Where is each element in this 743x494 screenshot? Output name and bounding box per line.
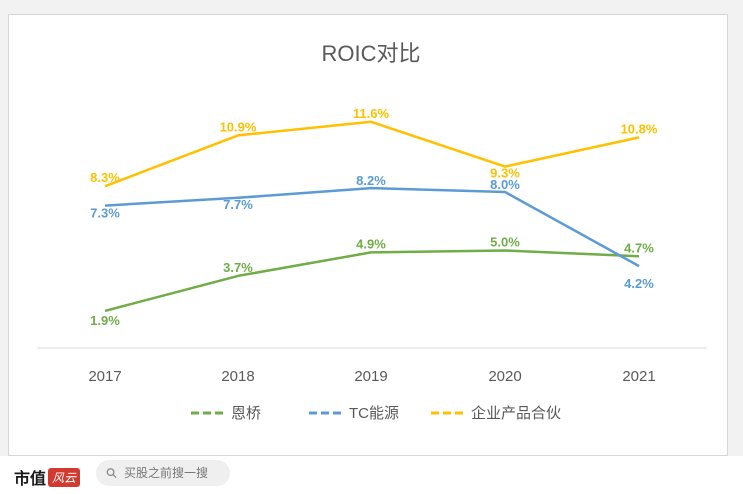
series-3: 8.3% 10.9% 11.6% 9.3% 10.8%	[90, 106, 658, 188]
data-label: 4.9%	[356, 236, 386, 251]
series-line	[104, 249, 640, 313]
data-label: 10.8%	[621, 121, 658, 136]
brand-name: 市值	[14, 469, 47, 488]
data-label: 7.3%	[90, 206, 120, 221]
data-label: 8.0%	[490, 177, 520, 192]
data-label: 4.2%	[624, 276, 654, 291]
roic-chart: ROIC对比 1.9%3.7%4.9% 5.0% 4.7%7.3%7.7%8.2% 8…	[37, 41, 707, 422]
legend-label: 恩桥	[231, 405, 261, 422]
x-tick-label: 2018	[221, 368, 254, 385]
x-tick-label: 2019	[354, 368, 387, 385]
x-tick-label: 2021	[622, 368, 655, 385]
series-1: 1.9% 3.7% 4.9% 5.0% 4.7%	[90, 235, 654, 328]
legend-item[interactable]: 恩桥	[191, 405, 261, 422]
series-layer: 1.9% 3.7% 4.9% 5.0% 4.7% 7.3% 7.7% 8.2% 8.0% 4.2%…	[90, 106, 658, 328]
brand-logo-mark: 风云	[48, 467, 81, 487]
data-label: 4.7%	[624, 240, 654, 255]
search-icon	[106, 468, 117, 479]
footer-bar: 市值 风云	[0, 456, 743, 494]
series-2: 7.3% 7.7% 8.2% 8.0% 4.2%	[90, 173, 654, 291]
chart-card: ROIC对比 1.9% 3.7% 4.9% 5.0% 4.7% 7.3% 7.7% 8.2% 8…	[8, 14, 728, 456]
data-label: 7.7%	[223, 197, 253, 212]
series-line	[104, 186, 640, 268]
series-line	[104, 120, 640, 188]
x-tick-labels: 2017 2018 2019 2020 2021	[88, 368, 655, 385]
legend-item[interactable]: 企业产品合伙	[431, 404, 561, 422]
data-label: 8.2%	[356, 173, 386, 188]
data-label: 10.9%	[220, 119, 257, 134]
data-label: 5.0%	[490, 235, 520, 250]
search-input[interactable]	[122, 465, 230, 481]
legend-label: 企业产品合伙	[471, 404, 561, 422]
chart-title: ROIC对比	[321, 41, 420, 66]
x-tick-label: 2020	[488, 368, 521, 385]
search-box[interactable]	[96, 460, 230, 486]
brand-logo[interactable]: 市值 风云	[14, 465, 81, 489]
x-tick-label: 2017	[88, 368, 121, 385]
data-label: 9.3%	[490, 166, 520, 181]
legend-item[interactable]: TC能源	[309, 405, 399, 422]
data-label: 1.9%	[90, 313, 120, 328]
data-label: 11.6%	[353, 106, 390, 121]
legend: 恩桥 TC能源 企业产品合伙	[191, 404, 561, 422]
legend-label: TC能源	[349, 405, 399, 422]
data-label: 3.7%	[223, 260, 253, 275]
data-label: 8.3%	[90, 170, 120, 185]
